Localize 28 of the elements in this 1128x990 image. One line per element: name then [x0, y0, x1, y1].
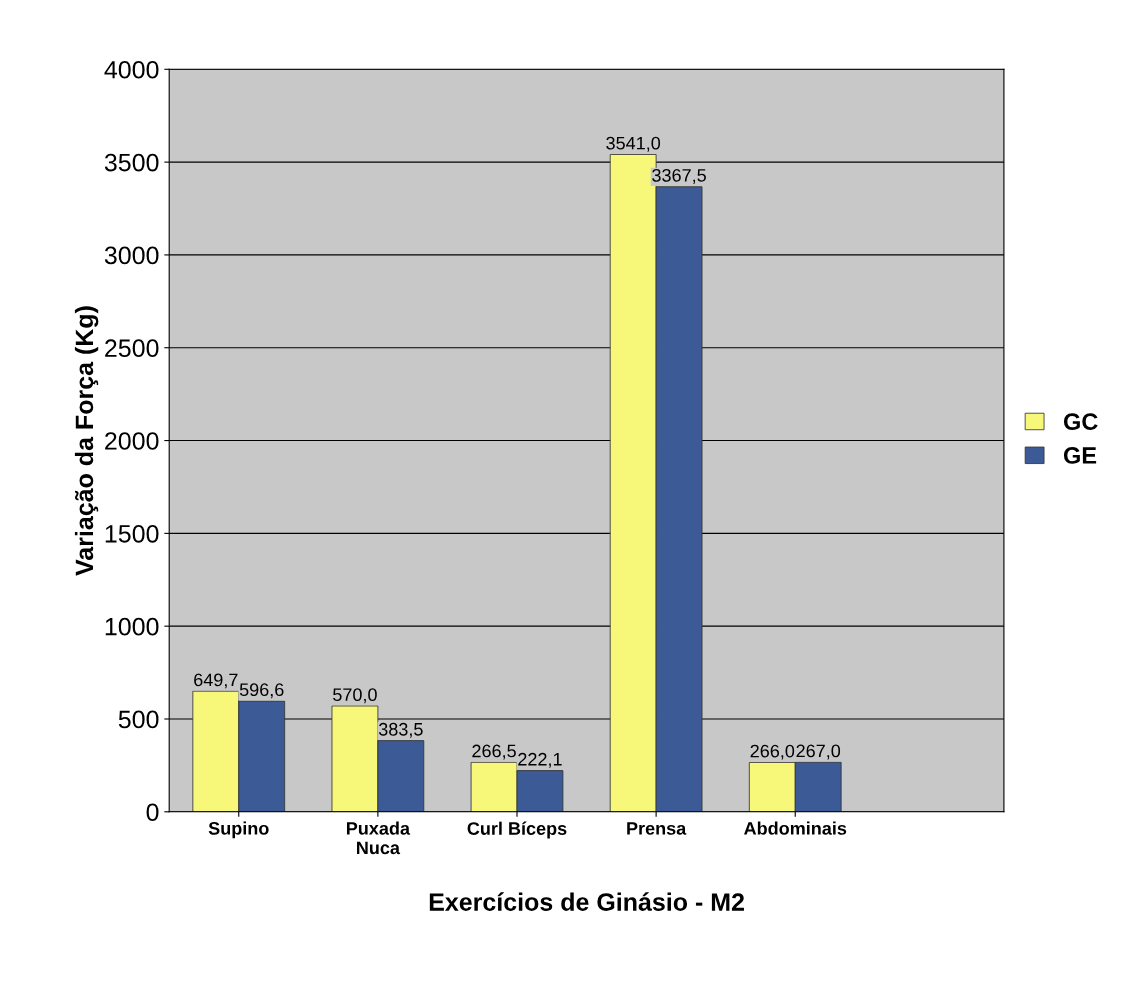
x-tick-label: Prensa	[627, 822, 687, 835]
legend-label: GC	[1063, 413, 1098, 430]
data-label: 649,7	[194, 673, 238, 689]
data-label: 383,5	[378, 722, 423, 738]
y-tick-label: 0	[146, 803, 159, 822]
data-label: 3367,5	[652, 168, 706, 184]
x-tick-label: Curl Bíceps	[467, 821, 567, 839]
y-tick-label: 500	[118, 710, 159, 729]
y-tick-label: 2500	[105, 339, 159, 358]
x-tick-label: Abdominais	[744, 821, 847, 835]
y-tick-label: 2000	[105, 432, 159, 450]
y-tick-label: 4000	[104, 60, 159, 79]
y-tick-label: 1000	[105, 617, 159, 636]
x-tick-label: Supino	[208, 821, 269, 839]
data-label: 570,0	[333, 688, 377, 704]
x-axis-title: Exercícios de Ginásio - M2	[429, 892, 744, 911]
data-label: 266,0	[750, 744, 795, 760]
x-tick-label: Puxada Nuca	[346, 821, 411, 855]
data-label: 267,0	[796, 744, 841, 760]
y-tick-label: 1500	[105, 524, 159, 543]
data-label: 596,6	[239, 683, 284, 699]
legend-label: GE	[1063, 447, 1097, 464]
y-axis-title: Variação da Força (Kg)	[74, 306, 99, 576]
data-label: 3541,0	[606, 136, 661, 152]
y-tick-label: 3000	[104, 246, 159, 265]
data-label: 222,1	[518, 752, 562, 768]
y-tick-label: 3500	[104, 153, 159, 172]
data-label: 266,5	[472, 744, 516, 760]
